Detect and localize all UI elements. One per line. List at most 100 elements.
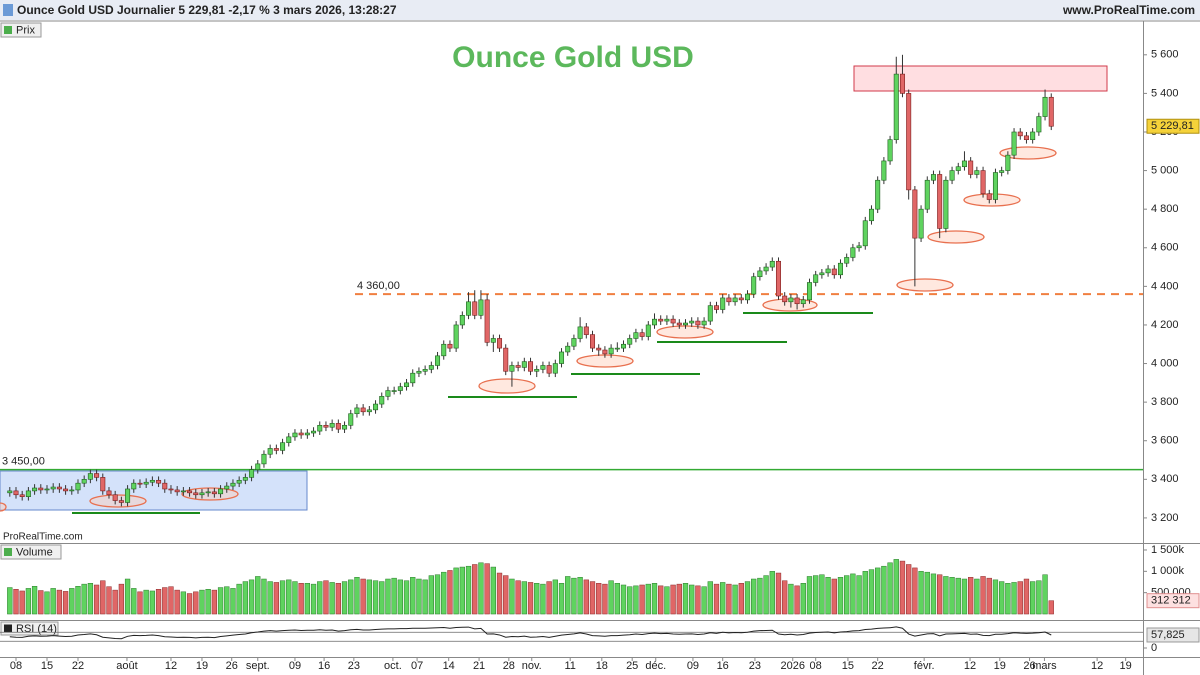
- candle-body: [819, 272, 825, 276]
- panel-label[interactable]: Prix: [16, 24, 35, 36]
- support-lines: [72, 312, 873, 514]
- ellipse: [927, 230, 985, 244]
- volume-bar: [763, 575, 769, 615]
- volume-bar: [850, 573, 856, 615]
- ellipse: [656, 325, 714, 339]
- candle-body: [862, 220, 868, 247]
- y-tick-label: 4 000: [1151, 357, 1179, 369]
- candle-body: [7, 490, 13, 494]
- candle-body: [298, 432, 304, 436]
- candle-body: [943, 179, 949, 229]
- volume-bar: [391, 577, 397, 615]
- x-tick-label: 09: [687, 660, 699, 672]
- candle-body: [286, 436, 292, 443]
- volume-bar: [899, 560, 906, 615]
- last-value-box: [1146, 627, 1200, 643]
- candle-body: [391, 390, 397, 392]
- volume-bar: [949, 577, 955, 615]
- candle-body: [912, 189, 918, 239]
- candle-body: [1036, 116, 1042, 133]
- candle-body: [44, 488, 50, 491]
- volume-bar: [757, 577, 763, 615]
- volume-bar: [794, 585, 800, 615]
- candle-body: [466, 301, 472, 316]
- candle-body: [230, 482, 236, 487]
- candle-body: [1048, 96, 1054, 127]
- range-zone: [0, 470, 308, 511]
- volume-bar: [379, 581, 385, 615]
- ellipse: [0, 502, 7, 512]
- volume-bar: [782, 580, 788, 615]
- volume-bar: [651, 583, 658, 615]
- volume-bar: [62, 591, 69, 615]
- x-tick-label: 23: [749, 660, 761, 672]
- volume-bar: [100, 580, 106, 615]
- x-tick-label: 28: [503, 660, 515, 672]
- volume-bar: [261, 578, 267, 615]
- candle-body: [775, 260, 781, 297]
- volume-bar: [844, 575, 850, 615]
- last-value-box: [1146, 118, 1200, 134]
- candle-body: [844, 257, 850, 264]
- volume-bar: [267, 581, 273, 615]
- volume-bar: [385, 578, 391, 615]
- volume-bar: [93, 584, 100, 615]
- candle-body: [360, 407, 366, 413]
- x-tick-label: 18: [596, 660, 608, 672]
- candle-body: [447, 343, 453, 349]
- volume-bar: [428, 575, 434, 615]
- candle-body: [906, 93, 912, 191]
- candle-body: [726, 297, 732, 303]
- panel-label[interactable]: Volume: [16, 546, 53, 558]
- volume-bar: [242, 581, 249, 615]
- candle-body: [100, 477, 106, 492]
- x-tick-label: 2026: [781, 660, 805, 672]
- volume-bar: [19, 590, 25, 615]
- candle-body: [87, 473, 93, 480]
- volume-bar: [924, 571, 930, 615]
- panel-label-box[interactable]: [0, 621, 59, 636]
- volume-bar: [472, 564, 478, 615]
- volume-bar: [75, 586, 81, 615]
- candle-body: [658, 318, 664, 322]
- candle-body: [596, 347, 602, 351]
- volume-bar: [360, 578, 366, 615]
- volume-bar: [620, 584, 627, 615]
- candle-body: [856, 245, 862, 249]
- volume-bar: [980, 576, 986, 615]
- x-tick-label: 09: [289, 660, 301, 672]
- volume-bar: [633, 585, 639, 615]
- candle-body: [354, 407, 360, 415]
- y-tick-label: 4 400: [1151, 280, 1179, 292]
- y-tick-label: 3 600: [1151, 435, 1179, 447]
- volume-bar: [193, 591, 199, 615]
- header-icon: [3, 4, 13, 16]
- volume-bar: [298, 583, 304, 615]
- header-site[interactable]: www.ProRealTime.com: [1062, 3, 1195, 17]
- volume-bar: [50, 588, 56, 615]
- x-tick-label: 23: [348, 660, 360, 672]
- volume-bar: [999, 581, 1005, 615]
- candle-body: [937, 174, 943, 229]
- volume-bar: [837, 577, 844, 615]
- panel-label[interactable]: RSI (14): [16, 623, 57, 635]
- x-tick-label: 08: [810, 660, 822, 672]
- candle-body: [404, 382, 410, 387]
- candle-body: [559, 351, 565, 364]
- candle-body: [621, 343, 627, 349]
- candle-body: [868, 208, 874, 222]
- panel-label-box[interactable]: [0, 544, 62, 560]
- candle-body: [38, 487, 44, 491]
- volume-bar: [248, 579, 255, 615]
- candle-body: [794, 297, 800, 305]
- y-tick-label: 1 500k: [1151, 544, 1185, 556]
- candle-body: [540, 365, 546, 370]
- volume-bar: [236, 583, 242, 615]
- candle-body: [224, 485, 230, 490]
- volume-bar: [645, 583, 651, 615]
- volume-bar: [726, 583, 732, 615]
- candle-body: [335, 423, 341, 430]
- candle-body: [193, 492, 199, 496]
